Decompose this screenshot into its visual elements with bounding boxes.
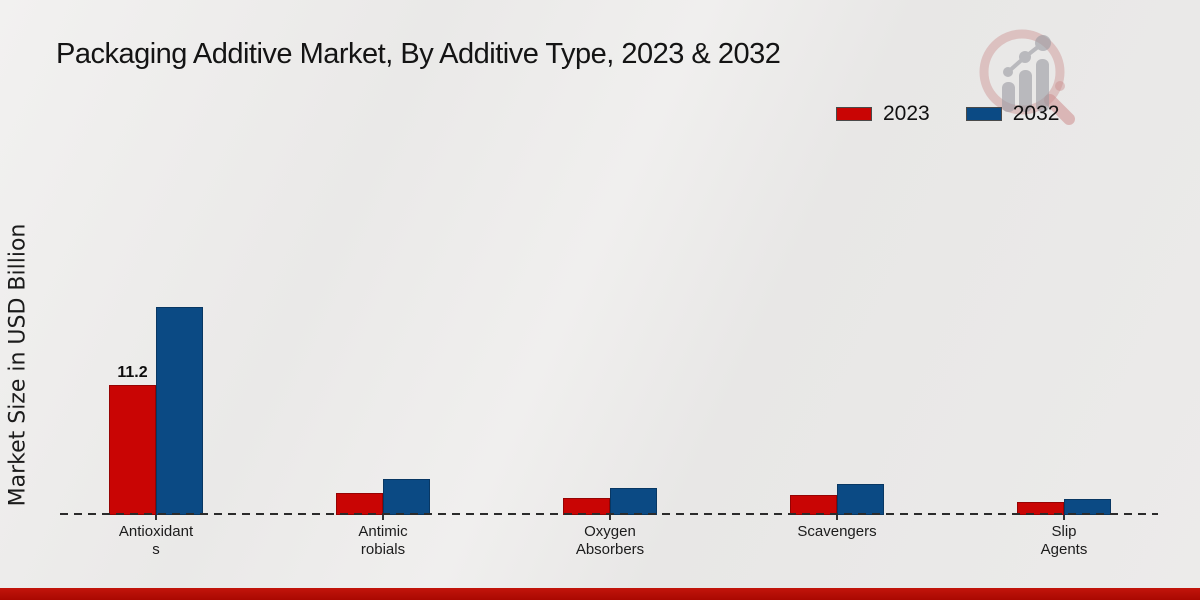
x-axis-tick (382, 515, 384, 520)
chart-title: Packaging Additive Market, By Additive T… (56, 38, 781, 70)
bar-2023-scavengers (790, 495, 837, 515)
x-axis-tick (609, 515, 611, 520)
bar-2032-oxygen-absorbers (610, 488, 657, 515)
category-label-antioxidants: Antioxidant s (118, 523, 194, 558)
footer-accent-bar (0, 588, 1200, 600)
category-label-scavengers: Scavengers (797, 523, 877, 540)
x-axis-tick (836, 515, 838, 520)
bar-2023-antioxidants (109, 385, 156, 515)
legend-item-2023: 2023 (836, 103, 930, 124)
category-label-oxygen-absorbers: Oxygen Absorbers (575, 523, 645, 558)
legend: 2023 2032 (836, 103, 1059, 124)
bar-2032-scavengers (837, 484, 884, 515)
category-label-slip-agents: Slip Agents (1040, 523, 1088, 558)
category-label-antimicrobials: Antimic robials (358, 523, 408, 558)
legend-label: 2032 (1012, 102, 1060, 125)
bar-2023-antimicrobials (336, 493, 383, 515)
x-axis-tick (1063, 515, 1065, 520)
legend-swatch-icon (965, 106, 1002, 121)
bar-2032-antimicrobials (383, 479, 430, 515)
legend-item-2032: 2032 (965, 102, 1060, 125)
magnifier-growth-chart-logo-icon (979, 29, 1075, 125)
bar-value-label: 11.2 (117, 364, 148, 381)
bar-2032-antioxidants (156, 307, 203, 515)
x-axis-tick (155, 515, 157, 520)
x-axis-line (60, 513, 1158, 515)
legend-label: 2023 (883, 102, 930, 125)
legend-swatch-icon (836, 106, 872, 121)
